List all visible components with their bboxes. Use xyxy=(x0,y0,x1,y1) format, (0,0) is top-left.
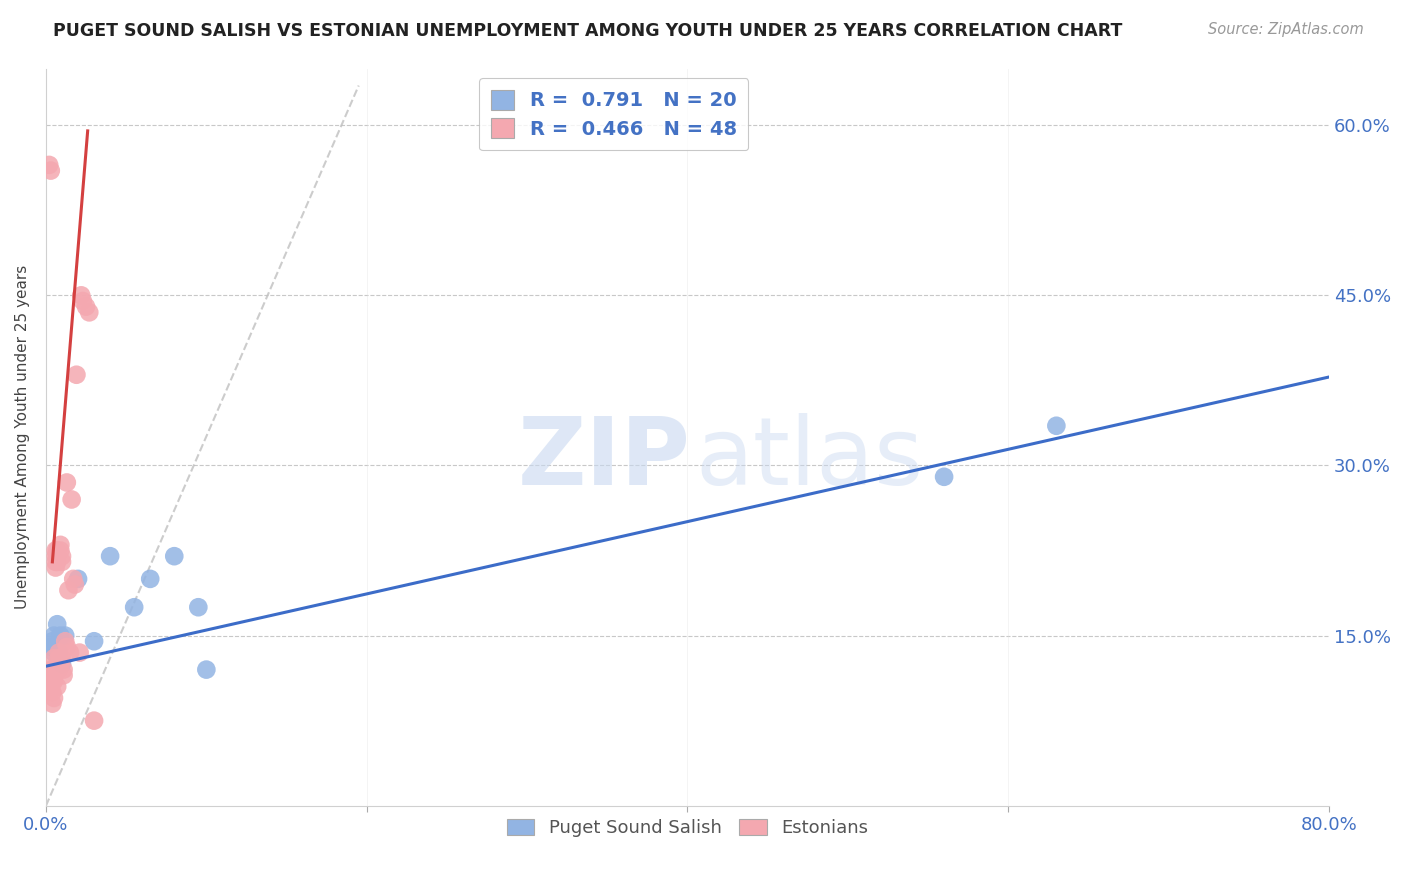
Point xyxy=(39,663,62,677)
Point xyxy=(42,690,65,705)
Point xyxy=(69,646,91,660)
Point xyxy=(41,697,63,711)
Point xyxy=(56,475,79,490)
Point xyxy=(75,300,97,314)
Point xyxy=(52,663,75,677)
Point xyxy=(42,673,65,688)
Point xyxy=(51,651,73,665)
Point xyxy=(70,288,93,302)
Point xyxy=(39,680,62,694)
Point xyxy=(72,293,94,308)
Point xyxy=(39,640,62,654)
Point xyxy=(932,470,955,484)
Point xyxy=(41,673,63,688)
Point xyxy=(41,634,63,648)
Point xyxy=(45,560,67,574)
Point xyxy=(38,158,60,172)
Point xyxy=(48,651,70,665)
Point xyxy=(45,640,67,654)
Point xyxy=(48,657,70,671)
Point xyxy=(63,577,86,591)
Text: atlas: atlas xyxy=(695,413,924,505)
Point xyxy=(51,555,73,569)
Point xyxy=(49,651,72,665)
Legend: Puget Sound Salish, Estonians: Puget Sound Salish, Estonians xyxy=(499,812,875,845)
Point xyxy=(77,305,100,319)
Point xyxy=(59,646,82,660)
Point xyxy=(56,640,79,654)
Point xyxy=(45,549,67,564)
Point xyxy=(51,657,73,671)
Point xyxy=(46,617,69,632)
Point xyxy=(163,549,186,564)
Point xyxy=(53,634,76,648)
Point xyxy=(187,600,209,615)
Text: Source: ZipAtlas.com: Source: ZipAtlas.com xyxy=(1208,22,1364,37)
Point xyxy=(139,572,162,586)
Point xyxy=(83,714,105,728)
Point xyxy=(45,555,67,569)
Point xyxy=(195,663,218,677)
Point xyxy=(46,680,69,694)
Point xyxy=(49,657,72,671)
Point xyxy=(60,492,83,507)
Point xyxy=(41,685,63,699)
Point xyxy=(98,549,121,564)
Y-axis label: Unemployment Among Youth under 25 years: Unemployment Among Youth under 25 years xyxy=(15,265,30,609)
Point xyxy=(46,549,69,564)
Point xyxy=(42,651,65,665)
Point xyxy=(53,629,76,643)
Point xyxy=(65,368,87,382)
Point xyxy=(42,646,65,660)
Point xyxy=(58,583,80,598)
Point xyxy=(42,663,65,677)
Point xyxy=(51,549,73,564)
Point xyxy=(46,543,69,558)
Point xyxy=(45,543,67,558)
Point xyxy=(122,600,145,615)
Point xyxy=(42,668,65,682)
Point xyxy=(62,572,84,586)
Point xyxy=(46,555,69,569)
Point xyxy=(1045,418,1067,433)
Point xyxy=(67,572,90,586)
Point xyxy=(49,538,72,552)
Point xyxy=(48,663,70,677)
Point xyxy=(39,163,62,178)
Point xyxy=(42,629,65,643)
Point xyxy=(49,629,72,643)
Point xyxy=(83,634,105,648)
Point xyxy=(49,543,72,558)
Point xyxy=(48,646,70,660)
Point xyxy=(52,668,75,682)
Text: ZIP: ZIP xyxy=(517,413,690,505)
Text: PUGET SOUND SALISH VS ESTONIAN UNEMPLOYMENT AMONG YOUTH UNDER 25 YEARS CORRELATI: PUGET SOUND SALISH VS ESTONIAN UNEMPLOYM… xyxy=(53,22,1123,40)
Point xyxy=(48,646,70,660)
